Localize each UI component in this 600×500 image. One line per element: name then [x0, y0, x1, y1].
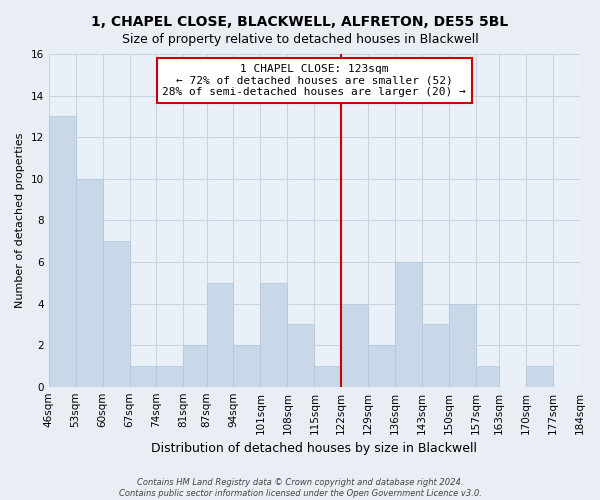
Bar: [76, 179, 103, 386]
Bar: [130, 366, 157, 386]
Bar: [184, 345, 206, 387]
Text: 1, CHAPEL CLOSE, BLACKWELL, ALFRETON, DE55 5BL: 1, CHAPEL CLOSE, BLACKWELL, ALFRETON, DE…: [91, 15, 509, 29]
Bar: [395, 262, 422, 386]
X-axis label: Distribution of detached houses by size in Blackwell: Distribution of detached houses by size …: [151, 442, 478, 455]
Bar: [49, 116, 76, 386]
Bar: [526, 366, 553, 386]
Bar: [233, 345, 260, 387]
Bar: [449, 304, 476, 386]
Bar: [476, 366, 499, 386]
Bar: [206, 282, 233, 387]
Bar: [287, 324, 314, 386]
Bar: [314, 366, 341, 386]
Bar: [422, 324, 449, 386]
Text: Size of property relative to detached houses in Blackwell: Size of property relative to detached ho…: [122, 32, 478, 46]
Bar: [103, 241, 130, 386]
Bar: [368, 345, 395, 387]
Text: 1 CHAPEL CLOSE: 123sqm
← 72% of detached houses are smaller (52)
28% of semi-det: 1 CHAPEL CLOSE: 123sqm ← 72% of detached…: [163, 64, 466, 97]
Bar: [157, 366, 184, 386]
Text: Contains HM Land Registry data © Crown copyright and database right 2024.
Contai: Contains HM Land Registry data © Crown c…: [119, 478, 481, 498]
Bar: [260, 282, 287, 387]
Y-axis label: Number of detached properties: Number of detached properties: [15, 132, 25, 308]
Bar: [341, 304, 368, 386]
